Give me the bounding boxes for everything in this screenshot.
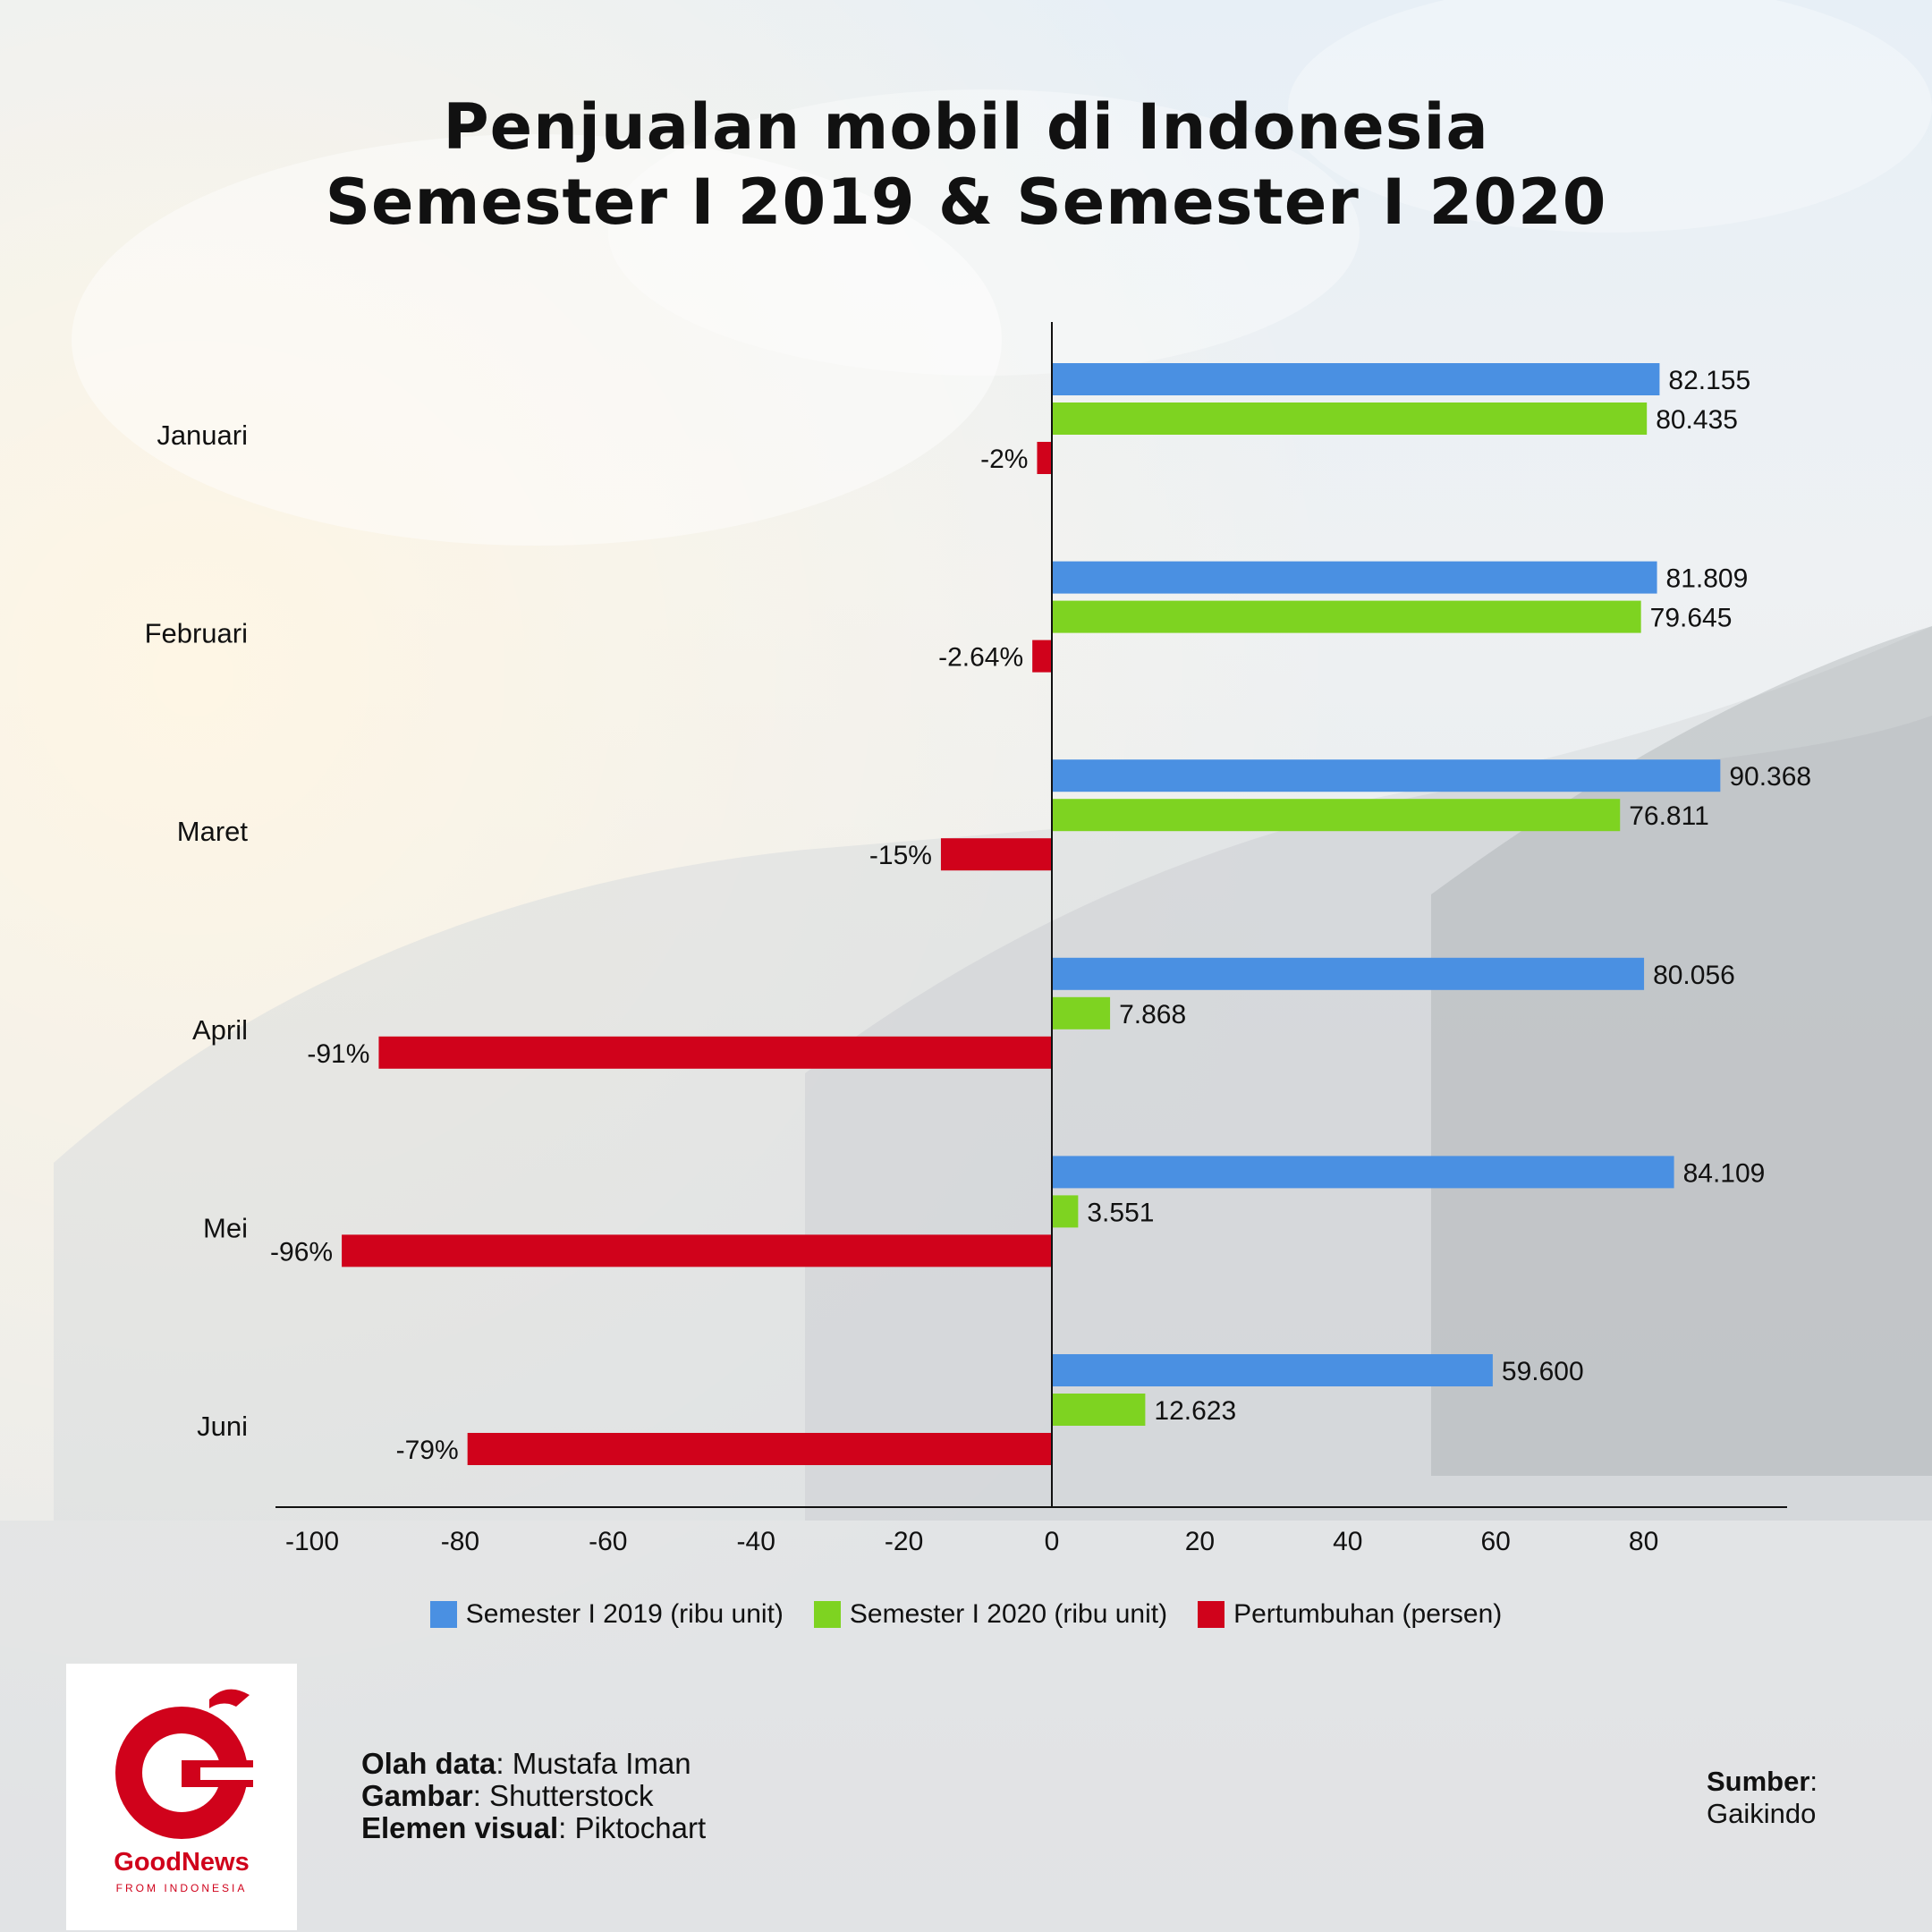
category-label: Februari	[145, 618, 248, 649]
credit-label: Elemen visual	[361, 1811, 559, 1844]
logo-tagline: FROM INDONESIA	[115, 1882, 248, 1894]
category-label: Mei	[203, 1212, 248, 1243]
credit-label: Olah data	[361, 1747, 496, 1780]
legend-label-2020: Semester I 2020 (ribu unit)	[849, 1599, 1168, 1629]
data-label: 84.109	[1683, 1158, 1766, 1188]
bar	[1032, 640, 1052, 673]
bar	[1052, 1394, 1146, 1426]
bar	[1052, 363, 1660, 395]
x-tick-label: -40	[737, 1527, 775, 1556]
legend-item-2020: Semester I 2020 (ribu unit)	[813, 1599, 1168, 1630]
credit-value: : Piktochart	[558, 1811, 707, 1844]
category-label: April	[192, 1014, 248, 1046]
bar	[1052, 957, 1645, 990]
credit-line: Olah data: Mustafa Iman	[361, 1748, 706, 1780]
bar	[342, 1234, 1053, 1267]
legend-swatch-2020	[813, 1601, 841, 1628]
chart-legend: Semester I 2019 (ribu unit) Semester I 2…	[0, 1599, 1932, 1630]
credit-value: : Mustafa Iman	[496, 1747, 691, 1780]
goodnews-logo: GoodNews FROM INDONESIA	[66, 1664, 297, 1930]
data-label: -2.64%	[938, 643, 1023, 673]
bar	[940, 838, 1052, 871]
data-label: 80.056	[1653, 961, 1735, 990]
bar	[1052, 561, 1657, 594]
data-label: 3.551	[1087, 1198, 1154, 1227]
x-tick-label: 20	[1185, 1527, 1215, 1556]
category-label: Maret	[177, 816, 249, 847]
x-tick-label: -20	[885, 1527, 923, 1556]
x-tick-label: 0	[1045, 1527, 1060, 1556]
x-tick-label: 40	[1333, 1527, 1362, 1556]
data-label: 90.368	[1729, 762, 1811, 792]
bar	[1052, 600, 1641, 633]
bar	[1052, 1156, 1674, 1189]
data-label: 7.868	[1119, 1000, 1186, 1030]
data-label: 76.811	[1629, 801, 1709, 831]
data-label: 12.623	[1154, 1396, 1236, 1426]
x-tick-label: 60	[1481, 1527, 1511, 1556]
legend-item-2019: Semester I 2019 (ribu unit)	[429, 1599, 784, 1630]
bar	[378, 1036, 1052, 1069]
data-label: -91%	[307, 1039, 369, 1069]
data-label: 79.645	[1650, 604, 1733, 633]
data-label: -79%	[396, 1436, 459, 1465]
credits-block: Olah data: Mustafa Iman Gambar: Shutters…	[361, 1748, 706, 1844]
bar	[1052, 402, 1648, 435]
bar	[1052, 996, 1111, 1030]
chart-title: Penjualan mobil di Indonesia Semester I …	[0, 89, 1932, 240]
bar	[1037, 442, 1052, 474]
credit-value: : Shutterstock	[472, 1779, 654, 1812]
bar	[1052, 799, 1621, 832]
title-line-1: Penjualan mobil di Indonesia	[443, 90, 1489, 164]
x-tick-label: -100	[285, 1527, 339, 1556]
data-label: 59.600	[1502, 1357, 1584, 1386]
bar	[1052, 759, 1721, 792]
bar	[467, 1433, 1052, 1465]
data-label: -2%	[980, 445, 1028, 474]
data-label: 82.155	[1668, 366, 1750, 395]
bar	[1052, 1354, 1493, 1386]
data-label: 81.809	[1666, 564, 1749, 594]
credit-line: Elemen visual: Piktochart	[361, 1812, 706, 1844]
source-label: Sumber	[1707, 1766, 1810, 1797]
credit-label: Gambar	[361, 1779, 473, 1812]
legend-swatch-growth	[1198, 1601, 1225, 1628]
source-sep: :	[1809, 1766, 1818, 1797]
data-label: -96%	[270, 1237, 333, 1267]
bar	[1052, 1195, 1079, 1228]
category-label: Januari	[157, 419, 248, 451]
x-tick-label: 80	[1629, 1527, 1658, 1556]
x-tick-label: -60	[589, 1527, 627, 1556]
source-value: Gaikindo	[1707, 1798, 1817, 1829]
legend-item-growth: Pertumbuhan (persen)	[1198, 1599, 1502, 1630]
data-label: -15%	[869, 841, 932, 870]
legend-label-2019: Semester I 2019 (ribu unit)	[465, 1599, 784, 1629]
title-line-2: Semester I 2019 & Semester I 2020	[325, 165, 1607, 239]
garuda-g-logo-icon	[115, 1689, 254, 1839]
logo-wordmark: GoodNews	[114, 1848, 250, 1877]
source-block: Sumber: Gaikindo	[1707, 1766, 1818, 1830]
legend-label-growth: Pertumbuhan (persen)	[1233, 1599, 1503, 1629]
x-tick-label: -80	[441, 1527, 479, 1556]
credit-line: Gambar: Shutterstock	[361, 1780, 706, 1812]
legend-swatch-2019	[429, 1601, 457, 1628]
category-label: Juni	[197, 1411, 248, 1442]
data-label: 80.435	[1656, 405, 1738, 435]
